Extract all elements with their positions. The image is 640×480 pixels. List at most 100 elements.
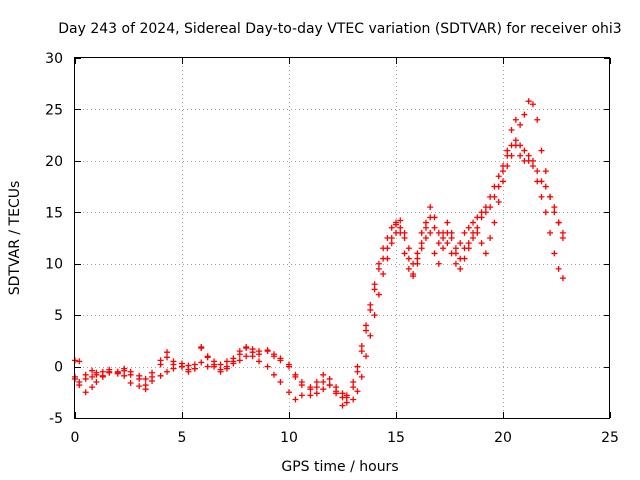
- data-point: [457, 265, 464, 272]
- data-point: [538, 193, 545, 200]
- data-point: [256, 348, 263, 355]
- data-point: [114, 369, 121, 376]
- data-point: [307, 392, 314, 399]
- data-point: [525, 157, 532, 164]
- data-point: [397, 217, 404, 224]
- data-point: [422, 224, 429, 231]
- data-point: [358, 343, 365, 349]
- x-tick-label: 0: [71, 430, 80, 446]
- data-point: [435, 229, 442, 236]
- data-point: [286, 389, 292, 396]
- sdtvar-track-b: [72, 142, 566, 403]
- data-point: [136, 383, 143, 390]
- data-point: [551, 209, 558, 216]
- x-tick-label: 10: [280, 430, 298, 446]
- data-point: [326, 382, 333, 389]
- data-point: [358, 373, 365, 380]
- ticks-layer: 0 5 10 15 20 25 -5 0 5 10 15 20 25 30: [45, 51, 619, 446]
- data-point: [444, 229, 451, 236]
- data-point: [388, 224, 395, 231]
- data-point: [371, 281, 378, 288]
- data-point: [164, 349, 171, 356]
- data-point: [292, 373, 299, 380]
- data-point: [191, 361, 198, 368]
- data-point: [99, 368, 106, 375]
- data-point: [93, 379, 100, 385]
- plot-frame: [74, 57, 610, 419]
- data-point: [127, 368, 134, 375]
- data-point: [470, 229, 477, 236]
- data-point: [350, 396, 357, 403]
- data-point: [157, 372, 164, 379]
- data-point: [405, 245, 412, 252]
- data-point: [534, 178, 541, 185]
- data-point: [358, 348, 365, 355]
- data-point: [512, 142, 519, 149]
- data-point: [292, 396, 299, 403]
- data-point: [529, 163, 536, 169]
- data-point: [217, 361, 224, 368]
- x-tick-label: 15: [387, 430, 405, 446]
- data-point: [271, 371, 278, 378]
- data-point: [388, 240, 395, 247]
- data-point: [170, 358, 177, 365]
- data-point: [470, 235, 477, 241]
- data-point: [333, 390, 340, 397]
- data-point: [82, 389, 89, 396]
- data-point: [508, 127, 515, 133]
- data-point: [339, 402, 346, 409]
- data-point: [380, 255, 387, 262]
- data-point: [405, 265, 412, 272]
- data-point: [559, 235, 566, 241]
- data-point: [198, 345, 205, 352]
- data-point: [422, 219, 429, 226]
- data-point: [431, 224, 438, 231]
- data-point: [185, 366, 192, 373]
- data-point: [179, 363, 185, 370]
- data-point: [500, 178, 506, 185]
- data-point: [517, 121, 524, 128]
- data-point: [414, 255, 421, 262]
- data-point: [495, 183, 502, 190]
- data-point: [350, 379, 357, 385]
- data-point: [444, 240, 451, 247]
- data-point: [89, 367, 96, 374]
- data-point: [551, 250, 558, 257]
- data-point: [397, 224, 404, 231]
- data-point: [320, 379, 327, 385]
- data-point: [393, 221, 399, 228]
- data-point: [271, 351, 278, 358]
- data-point: [418, 229, 425, 236]
- data-point: [474, 224, 481, 231]
- data-point: [89, 384, 96, 391]
- data-point: [363, 322, 370, 329]
- data-point: [414, 250, 421, 257]
- data-point: [547, 193, 554, 200]
- data-point: [452, 245, 459, 252]
- data-point: [521, 147, 528, 154]
- data-point: [164, 354, 171, 361]
- data-point: [313, 384, 320, 391]
- data-point: [243, 353, 250, 360]
- data-point: [410, 271, 417, 277]
- data-point: [487, 204, 494, 211]
- data-point: [495, 173, 502, 180]
- data-point: [461, 245, 468, 252]
- data-point: [256, 358, 263, 365]
- data-point: [461, 229, 468, 236]
- data-point: [106, 366, 113, 373]
- data-point: [542, 168, 549, 175]
- data-point: [422, 235, 429, 241]
- data-point: [89, 373, 96, 380]
- data-point: [525, 98, 532, 105]
- data-point: [223, 358, 230, 365]
- data-point: [149, 369, 156, 376]
- data-point: [223, 363, 230, 370]
- data-point: [354, 388, 361, 395]
- grid-layer: [75, 58, 610, 418]
- data-point: [534, 168, 541, 175]
- data-point: [264, 363, 271, 370]
- data-point: [500, 168, 506, 175]
